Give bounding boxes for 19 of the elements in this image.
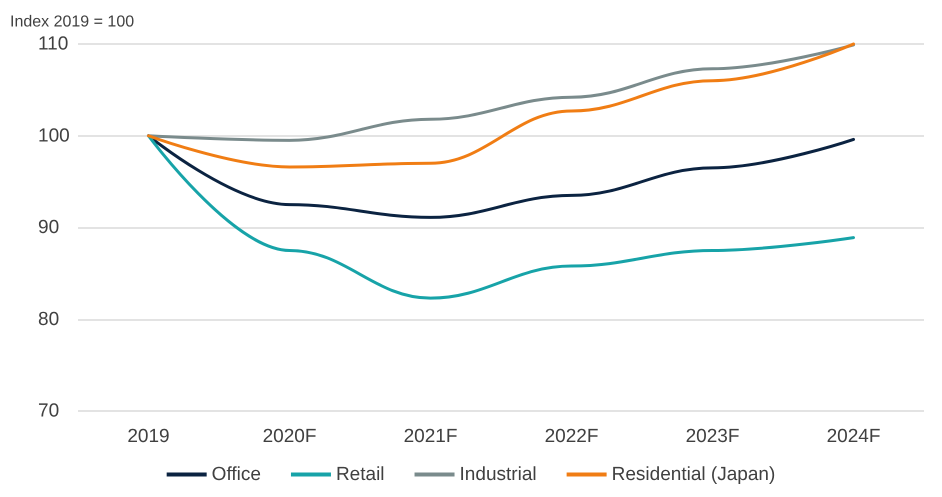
y-tick-label: 90 <box>38 217 60 238</box>
line-series <box>147 134 855 300</box>
x-tick-label: 2019 <box>127 426 170 447</box>
x-tick-label: 2021F <box>404 426 458 447</box>
x-tick-label: 2023F <box>686 426 740 447</box>
y-tick-label: 100 <box>38 125 70 146</box>
legend-label: Industrial <box>460 464 537 485</box>
legend-label: Office <box>212 464 261 485</box>
y-tick-label: 110 <box>38 34 68 54</box>
line-series <box>147 43 855 142</box>
y-tick-label: 80 <box>38 308 60 330</box>
x-tick-label: 2022F <box>544 426 598 447</box>
legend-label: Retail <box>336 464 385 485</box>
legend-label: Residential (Japan) <box>612 464 776 485</box>
x-tick-label: 2024F <box>826 426 880 447</box>
y-axis-title: Index 2019 = 100 <box>10 14 134 30</box>
line-series <box>147 42 855 168</box>
x-tick-label: 2020F <box>262 426 316 447</box>
y-tick-label: 70 <box>38 400 60 422</box>
